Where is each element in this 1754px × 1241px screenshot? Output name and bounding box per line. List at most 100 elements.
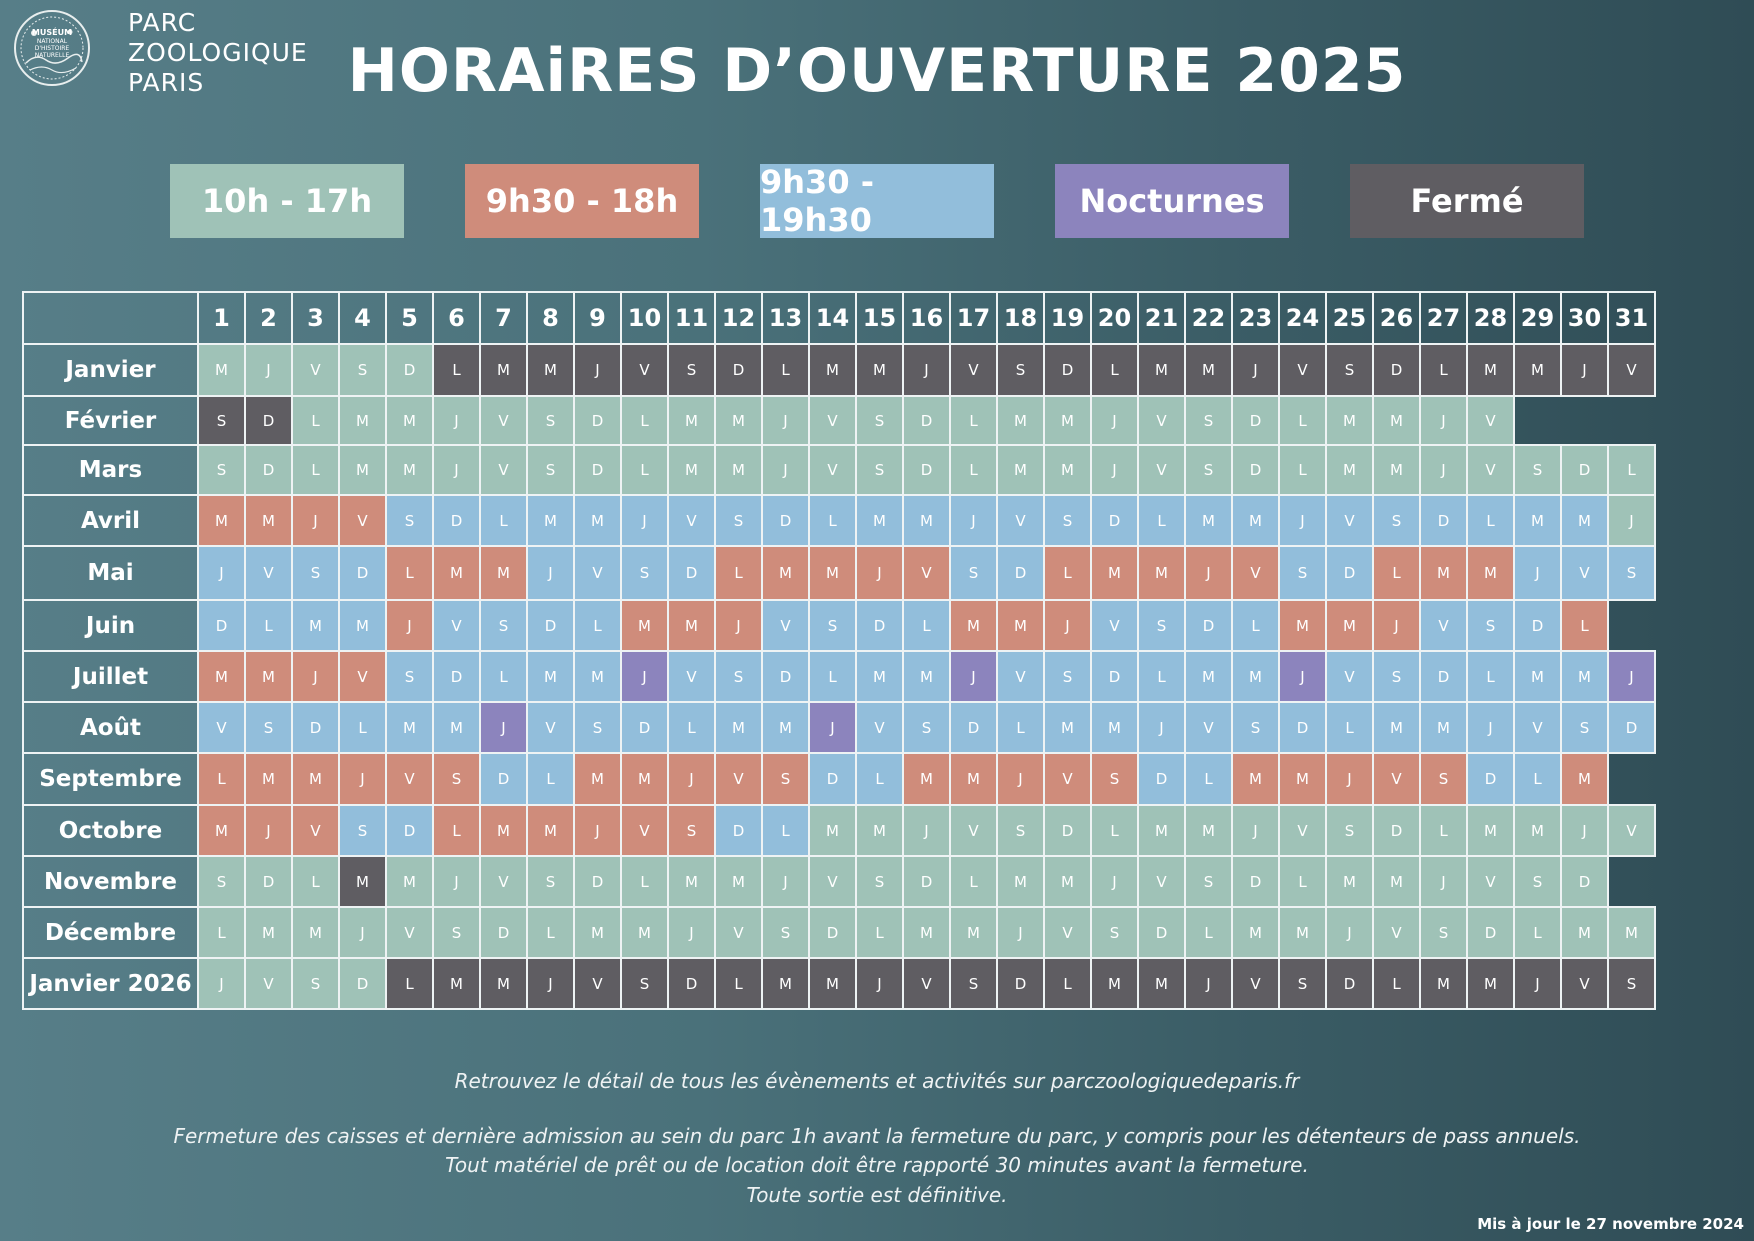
day-number-header-cell: 9 — [573, 291, 622, 345]
day-cell: M — [902, 906, 951, 959]
month-row: Septembre L M M J V S D L M M J V S D L M M J V S D L M M J V S D L M — [22, 752, 1655, 806]
day-cell: J — [667, 752, 716, 806]
day-cell: M — [1090, 545, 1139, 601]
day-cell: M — [1372, 395, 1421, 446]
day-cell: L — [526, 906, 575, 959]
month-label: Septembre — [22, 752, 199, 806]
month-row: Janvier 2026 J V S D L M M J V S D L M M J V S D L M M J V S D L M M… — [22, 957, 1656, 1010]
day-cell: S — [338, 343, 387, 397]
day-cell: V — [996, 650, 1045, 703]
day-cell: V — [1184, 701, 1233, 754]
day-cell: V — [996, 494, 1045, 547]
empty-cell — [1608, 396, 1655, 445]
day-cell: D — [244, 395, 293, 446]
day-cell: M — [1419, 957, 1468, 1010]
day-cell: L — [479, 494, 528, 547]
day-cell: D — [855, 599, 904, 652]
day-cell: M — [808, 343, 857, 397]
day-cell: S — [808, 599, 857, 652]
day-cell: M — [855, 343, 904, 397]
day-cell: J — [1231, 804, 1280, 857]
day-cell: M — [761, 701, 810, 754]
day-cell: M — [855, 804, 904, 857]
day-cell: V — [1560, 545, 1609, 601]
day-cell: D — [1560, 444, 1609, 496]
day-cell: S — [855, 855, 904, 908]
day-cell: J — [432, 855, 481, 908]
day-cell: M — [1137, 804, 1186, 857]
day-cell: L — [808, 650, 857, 703]
day-cell: V — [1513, 701, 1562, 754]
day-cell: J — [1466, 701, 1515, 754]
day-cell: D — [479, 752, 528, 806]
day-cell: L — [1419, 804, 1468, 857]
day-cell: V — [573, 957, 622, 1010]
month-row: Juillet M M J V S D L M M J V S D L M M J V S D L M M J V S D L M M J — [22, 650, 1656, 703]
day-cell: M — [432, 957, 481, 1010]
day-cell: D — [902, 395, 951, 446]
day-cell: M — [385, 701, 434, 754]
day-cell: M — [1184, 804, 1233, 857]
day-number-header-cell: 27 — [1419, 291, 1468, 345]
day-number-header-cell: 20 — [1090, 291, 1139, 345]
day-cell: J — [526, 545, 575, 601]
day-cell: J — [244, 804, 293, 857]
day-cell: L — [761, 804, 810, 857]
day-cell: S — [1325, 804, 1374, 857]
empty-cell — [1608, 753, 1655, 805]
day-cell: M — [1607, 906, 1656, 959]
day-cell: J — [1513, 545, 1562, 601]
day-cell: L — [197, 752, 246, 806]
day-cell: M — [1231, 650, 1280, 703]
day-cell: J — [996, 752, 1045, 806]
day-cell: L — [620, 395, 669, 446]
day-cell: D — [338, 545, 387, 601]
day-cell: V — [197, 701, 246, 754]
day-cell: M — [1372, 855, 1421, 908]
day-cell: S — [432, 752, 481, 806]
day-cell: J — [949, 650, 998, 703]
day-cell: D — [385, 343, 434, 397]
day-cell: V — [667, 650, 716, 703]
zoo-logo-text: PARC ZOOLOGIQUE PARIS — [128, 8, 308, 98]
day-cell: L — [1231, 599, 1280, 652]
day-cell: L — [855, 752, 904, 806]
day-cell: J — [197, 545, 246, 601]
day-cell: M — [197, 343, 246, 397]
day-cell: S — [620, 545, 669, 601]
day-cell: J — [667, 906, 716, 959]
day-cell: M — [291, 752, 340, 806]
day-cell: D — [573, 395, 622, 446]
day-cell: L — [620, 444, 669, 496]
day-cell: V — [1278, 343, 1327, 397]
day-cell: S — [902, 701, 951, 754]
day-cell: V — [1137, 444, 1186, 496]
day-cell: M — [1560, 494, 1609, 547]
day-cell: V — [1325, 494, 1374, 547]
month-label: Octobre — [22, 804, 199, 857]
opening-calendar: 1 2 3 4 5 6 7 8 9 10 11 12 13 14 15 16 17 18 19 20 21 22 23 24 2… — [22, 291, 1656, 1010]
day-cell: D — [808, 752, 857, 806]
day-cell: M — [1325, 444, 1374, 496]
day-cell: D — [996, 957, 1045, 1010]
day-cell: V — [1466, 395, 1515, 446]
day-cell: D — [338, 957, 387, 1010]
day-cell: S — [526, 395, 575, 446]
day-number-header-cell: 16 — [902, 291, 951, 345]
day-cell: J — [432, 444, 481, 496]
day-cell: L — [291, 444, 340, 496]
day-number-header-cell: 25 — [1325, 291, 1374, 345]
day-cell: D — [1466, 906, 1515, 959]
day-cell: M — [996, 444, 1045, 496]
day-cell: D — [1137, 906, 1186, 959]
rule-note-3: Toute sortie est définitive. — [746, 1183, 1008, 1207]
seal-line-2: NATIONAL — [37, 38, 68, 45]
day-cell: L — [1466, 650, 1515, 703]
day-cell: V — [761, 599, 810, 652]
day-cell: M — [1278, 599, 1327, 652]
day-cell: M — [197, 650, 246, 703]
day-cell: L — [902, 599, 951, 652]
day-cell: L — [291, 855, 340, 908]
day-cell: M — [808, 545, 857, 601]
day-cell: S — [1137, 599, 1186, 652]
